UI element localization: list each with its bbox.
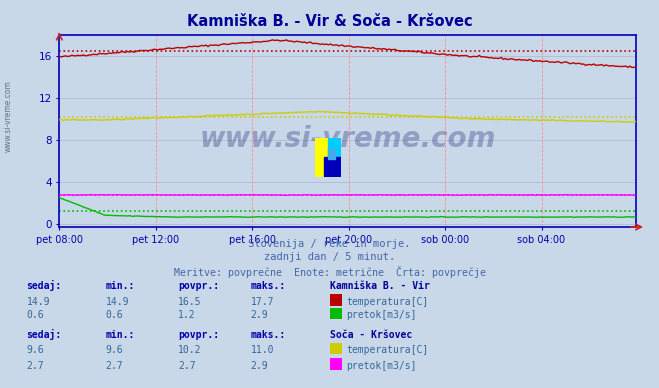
Text: www.si-vreme.com: www.si-vreme.com <box>200 125 496 152</box>
Text: povpr.:: povpr.: <box>178 281 219 291</box>
Bar <box>328 138 341 159</box>
Text: min.:: min.: <box>105 329 135 340</box>
Text: 16.5: 16.5 <box>178 296 202 307</box>
Text: maks.:: maks.: <box>250 329 285 340</box>
Text: 14.9: 14.9 <box>105 296 129 307</box>
Text: sedaj:: sedaj: <box>26 329 61 340</box>
Text: 11.0: 11.0 <box>250 345 274 355</box>
Text: www.si-vreme.com: www.si-vreme.com <box>4 80 13 152</box>
Text: temperatura[C]: temperatura[C] <box>346 296 428 307</box>
Bar <box>315 138 328 177</box>
Text: Slovenija / reke in morje.: Slovenija / reke in morje. <box>248 239 411 249</box>
Text: 9.6: 9.6 <box>105 345 123 355</box>
Text: 2.9: 2.9 <box>250 360 268 371</box>
Text: 2.7: 2.7 <box>178 360 196 371</box>
Text: 9.6: 9.6 <box>26 345 44 355</box>
Text: 0.6: 0.6 <box>105 310 123 320</box>
Text: pretok[m3/s]: pretok[m3/s] <box>346 360 416 371</box>
Text: temperatura[C]: temperatura[C] <box>346 345 428 355</box>
Text: 1.2: 1.2 <box>178 310 196 320</box>
Text: 0.6: 0.6 <box>26 310 44 320</box>
Text: 2.7: 2.7 <box>26 360 44 371</box>
Text: Meritve: povprečne  Enote: metrične  Črta: povprečje: Meritve: povprečne Enote: metrične Črta:… <box>173 266 486 278</box>
Text: 10.2: 10.2 <box>178 345 202 355</box>
Bar <box>328 149 335 159</box>
Text: Kamniška B. - Vir & Soča - Kršovec: Kamniška B. - Vir & Soča - Kršovec <box>186 14 473 29</box>
Text: 2.7: 2.7 <box>105 360 123 371</box>
Text: maks.:: maks.: <box>250 281 285 291</box>
Text: 17.7: 17.7 <box>250 296 274 307</box>
Text: min.:: min.: <box>105 281 135 291</box>
Text: 2.9: 2.9 <box>250 310 268 320</box>
Text: pretok[m3/s]: pretok[m3/s] <box>346 310 416 320</box>
Text: zadnji dan / 5 minut.: zadnji dan / 5 minut. <box>264 252 395 262</box>
Text: Soča - Kršovec: Soča - Kršovec <box>330 329 412 340</box>
Bar <box>324 157 341 177</box>
Text: sedaj:: sedaj: <box>26 280 61 291</box>
Text: 14.9: 14.9 <box>26 296 50 307</box>
Text: Kamniška B. - Vir: Kamniška B. - Vir <box>330 281 430 291</box>
Text: povpr.:: povpr.: <box>178 329 219 340</box>
